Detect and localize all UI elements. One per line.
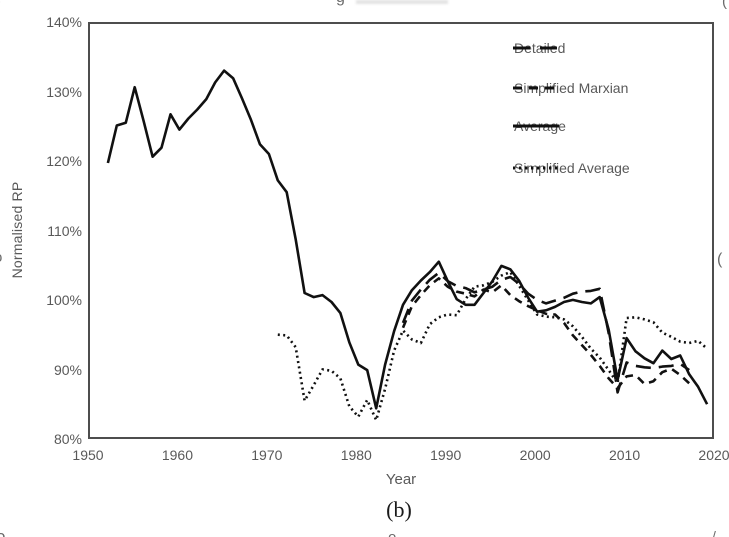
legend-line-sample xyxy=(513,166,559,170)
legend: Detailed Simplified Marxian Average Simplif… xyxy=(512,24,722,224)
y-axis-title: Normalised RP xyxy=(9,181,25,279)
legend-line-sample xyxy=(513,46,559,50)
legend-item-average: Average xyxy=(512,116,566,136)
x-tick-label: 2000 xyxy=(519,447,551,463)
edge-fragment-bottom-left: o xyxy=(0,527,6,537)
edge-fragment-bottom-center: o xyxy=(388,530,396,537)
series-line-simplified-marxian xyxy=(401,277,691,390)
cropped-text-smudge xyxy=(356,0,448,4)
legend-label: Simplified Average xyxy=(514,160,630,176)
edge-fragment-top-right: ( xyxy=(722,0,727,10)
y-tick-label: 80% xyxy=(53,431,82,447)
x-tick-label: 2020 xyxy=(698,447,729,463)
edge-fragment-bottom-right: / xyxy=(712,528,716,537)
series-line-simplified-average xyxy=(277,270,708,422)
edge-fragment-top-center: g xyxy=(336,0,345,6)
legend-item-simplified-average: Simplified Average xyxy=(512,158,630,178)
x-tick-label: 1980 xyxy=(340,447,372,463)
x-tick-label: 1990 xyxy=(430,447,462,463)
edge-fragment-top-left: ) xyxy=(0,0,1,9)
line-chart xyxy=(106,69,709,422)
x-tick-label: 1960 xyxy=(161,447,193,463)
y-tick-label: 110% xyxy=(47,222,82,239)
y-tick-label: 120% xyxy=(46,153,82,169)
y-tick-label: 130% xyxy=(46,83,82,100)
x-axis-title: Year xyxy=(385,471,417,488)
legend-label: Detailed xyxy=(514,40,566,56)
plot-area: Detailed Simplified Marxian Average Simplif… xyxy=(88,22,714,439)
series-line-average xyxy=(106,69,709,410)
x-tick-label: 1950 xyxy=(72,447,104,463)
edge-fragment-left-middle: o xyxy=(0,250,2,265)
panel-label: (b) xyxy=(386,497,412,522)
legend-line-sample xyxy=(513,86,559,90)
x-tick-label: 2010 xyxy=(608,447,641,463)
legend-item-simplified-marxian: Simplified Marxian xyxy=(512,78,628,98)
legend-line-sample xyxy=(513,124,559,128)
y-tick-label: 100% xyxy=(46,292,82,308)
legend-item-detailed: Detailed xyxy=(512,38,565,58)
x-tick-label: 1970 xyxy=(251,447,283,463)
edge-fragment-right-middle: ( xyxy=(717,251,723,268)
legend-label: Simplified Marxian xyxy=(514,80,629,96)
y-tick-label: 90% xyxy=(53,361,82,378)
y-tick-label: 140% xyxy=(46,14,82,30)
series-line-detailed xyxy=(401,271,690,394)
